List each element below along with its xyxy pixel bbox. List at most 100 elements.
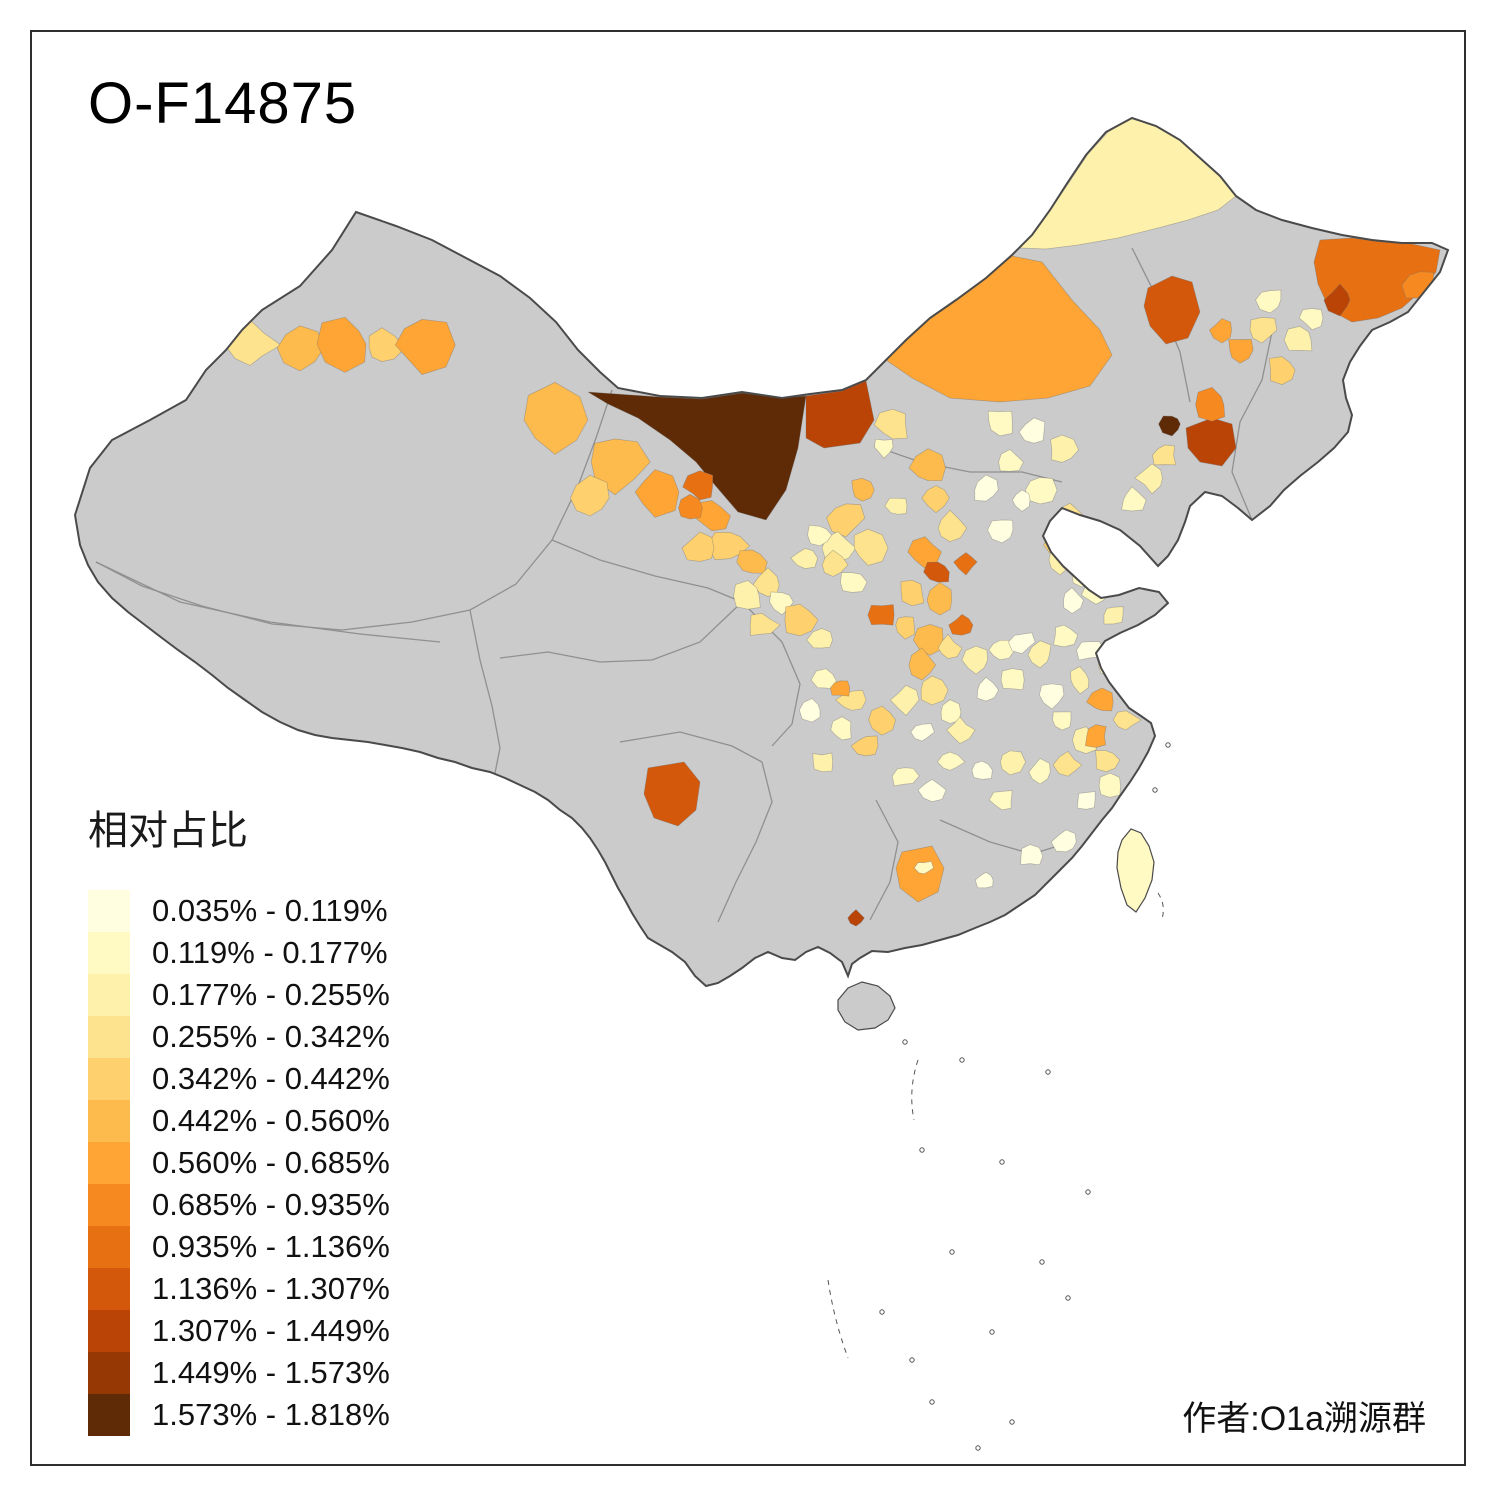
- legend-swatch: [88, 890, 130, 932]
- map-region: [1011, 489, 1031, 512]
- legend-range-label: 0.685% - 0.935%: [152, 1187, 390, 1222]
- map-region: [1255, 289, 1282, 314]
- legend-range-label: 1.307% - 1.449%: [152, 1313, 390, 1348]
- map-region: [1007, 632, 1036, 655]
- map-region: [1000, 750, 1026, 776]
- legend-item: 0.442% - 0.560%: [88, 1100, 390, 1142]
- map-region: [316, 316, 367, 373]
- map-region: [976, 676, 1000, 702]
- province-border: [469, 609, 501, 789]
- map-region: [1121, 486, 1147, 512]
- map-region: [937, 633, 963, 659]
- legend-item: 1.449% - 1.573%: [88, 1352, 390, 1394]
- map-region: [1052, 711, 1072, 731]
- map-region: [1112, 710, 1142, 731]
- sea-islet: [909, 1357, 915, 1363]
- map-region: [1086, 687, 1114, 712]
- sea-islet: [1045, 1069, 1051, 1075]
- legend-item: 0.935% - 1.136%: [88, 1226, 390, 1268]
- map-region: [987, 519, 1014, 544]
- map-region: [1050, 434, 1080, 463]
- figure-title: O-F14875: [88, 71, 358, 136]
- province-border: [869, 799, 899, 921]
- map-region: [276, 325, 325, 372]
- legend-item: 0.119% - 0.177%: [88, 932, 390, 974]
- map-region: [1074, 850, 1093, 871]
- map-region: [900, 579, 925, 607]
- map-region: [867, 604, 895, 626]
- map-region: [1298, 308, 1324, 331]
- map-region: [1039, 683, 1065, 710]
- map-region: [394, 319, 456, 376]
- map-region: [937, 509, 968, 543]
- province-border: [95, 561, 441, 643]
- map-region: [736, 549, 768, 574]
- map-region: [570, 474, 610, 517]
- legend-range-label: 0.935% - 1.136%: [152, 1229, 390, 1264]
- map-region: [850, 735, 879, 757]
- sea-dashed-boundary: [911, 1059, 919, 1121]
- legend-swatch: [88, 1310, 130, 1352]
- map-region: [891, 767, 920, 787]
- map-region: [1158, 415, 1181, 437]
- sea-islet: [975, 1445, 981, 1451]
- map-region: [1098, 772, 1121, 798]
- map-region: [913, 624, 944, 656]
- legend: 相对占比 0.035% - 0.119% 0.119% - 0.177% 0.177…: [88, 798, 390, 1436]
- legend-swatch: [88, 1100, 130, 1142]
- map-region: [946, 716, 976, 745]
- map-region: [1028, 757, 1051, 785]
- map-region: [807, 524, 833, 547]
- legend-swatch: [88, 1142, 130, 1184]
- map-region: [884, 497, 908, 515]
- sea-islet: [1165, 742, 1171, 748]
- map-region: [971, 760, 993, 780]
- map-region: [1025, 477, 1058, 505]
- legend-item: 0.255% - 0.342%: [88, 1016, 390, 1058]
- sea-islet: [919, 1147, 925, 1153]
- legend-swatch: [88, 1058, 130, 1100]
- map-region: [917, 779, 947, 803]
- map-region: [1103, 606, 1124, 625]
- legend-item: 0.035% - 0.119%: [88, 890, 390, 932]
- map-region: [1020, 844, 1044, 866]
- sea-islet: [929, 1399, 935, 1405]
- legend-range-label: 1.573% - 1.818%: [152, 1397, 390, 1432]
- map-region: [948, 613, 974, 636]
- legend-item: 0.560% - 0.685%: [88, 1142, 390, 1184]
- map-region: [830, 680, 851, 697]
- hainan-island: [837, 981, 896, 1031]
- map-region: [1070, 666, 1090, 695]
- map-region: [821, 549, 849, 577]
- map-region: [1018, 417, 1046, 444]
- map-region: [868, 705, 896, 736]
- map-region: [974, 871, 994, 889]
- map-region: [678, 494, 703, 520]
- province-border: [939, 819, 1059, 855]
- legend-item: 1.136% - 1.307%: [88, 1268, 390, 1310]
- sea-islet: [879, 1309, 885, 1315]
- map-region: [913, 860, 934, 875]
- province-border: [873, 445, 1063, 483]
- map-region: [1088, 546, 1114, 570]
- legend-range-label: 0.255% - 0.342%: [152, 1019, 390, 1054]
- legend-range-label: 1.136% - 1.307%: [152, 1271, 390, 1306]
- map-region: [1076, 791, 1096, 810]
- map-region: [847, 909, 865, 927]
- map-region: [1097, 652, 1121, 677]
- map-region: [1249, 317, 1278, 344]
- legend-range-label: 0.119% - 0.177%: [152, 935, 388, 970]
- taiwan-island: [1116, 828, 1155, 913]
- map-region: [1076, 641, 1106, 661]
- map-region: [790, 548, 819, 569]
- legend-item: 1.573% - 1.818%: [88, 1394, 390, 1436]
- legend-item: 0.342% - 0.442%: [88, 1058, 390, 1100]
- map-region: [590, 438, 651, 496]
- province-border: [1231, 331, 1273, 521]
- map-region: [908, 647, 937, 681]
- legend-item: 1.307% - 1.449%: [88, 1310, 390, 1352]
- map-region: [895, 845, 945, 903]
- map-region: [1269, 356, 1296, 385]
- map-region: [1209, 318, 1232, 344]
